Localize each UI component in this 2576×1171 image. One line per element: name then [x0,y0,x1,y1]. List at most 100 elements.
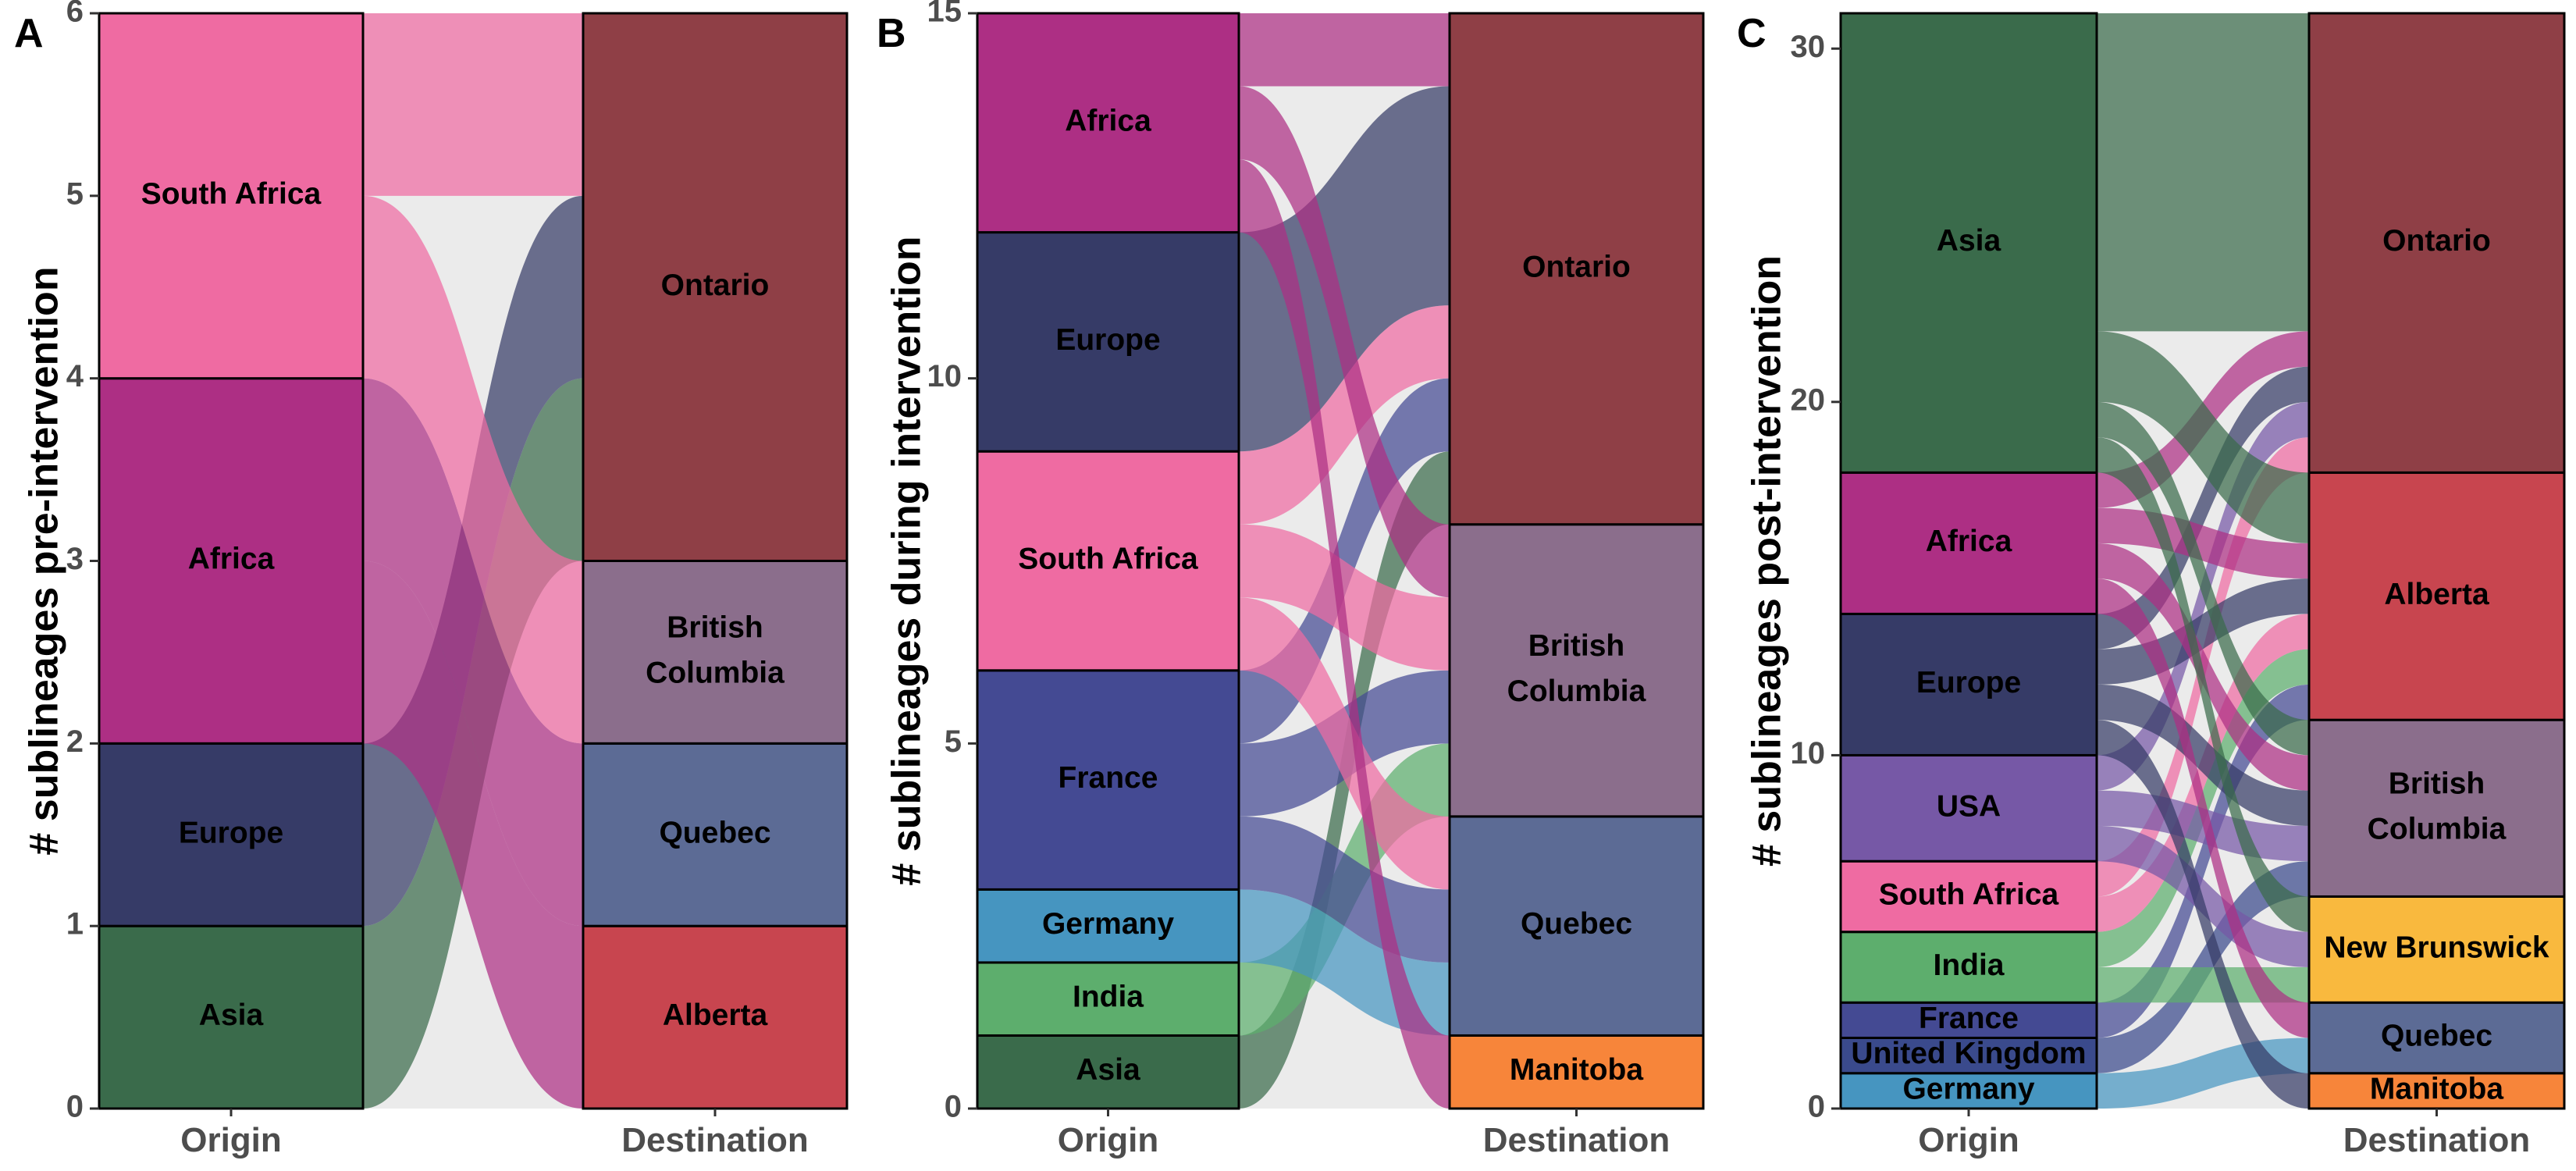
chart-b-destination-stratum-ontario [1448,12,1705,526]
chart-c-origin-label-india: India [1933,949,2004,982]
chart-c-xtick-label-origin: Origin [1918,1121,2019,1159]
chart-a-ytick-label-2: 2 [66,724,84,759]
chart-a-destination-stratum-british-columbia [582,560,849,745]
chart-a-xtick-label-destination: Destination [621,1121,809,1159]
chart-b-origin-stratum-africa [976,12,1240,234]
chart-c-flow-france-to-alberta-2 [2097,684,2309,1038]
chart-b-flow-france-to-quebec-3 [1239,816,1450,963]
chart-c-flow-asia-to-ontario-21 [2097,13,2309,332]
chart-b-origin-label-france: France [1059,761,1158,795]
chart-b-flow-africa-to-manitoba-10 [1239,159,1450,1109]
chart-a-origin-stratum-south-africa [98,12,365,380]
chart-c-origin-stratum-asia [1839,12,2098,474]
chart-b-origin-label-south-africa: South Africa [1018,543,1198,576]
chart-c-ytick-label-30: 30 [1791,30,1826,64]
chart-a-ytick-label-0: 0 [66,1090,84,1124]
chart-b-destination-label-british-columbia: British Columbia [1507,629,1646,708]
chart-a-panel-letter: A [14,11,44,56]
chart-c-flow-asia-to-alberta-20 [2097,331,2309,543]
chart-c-flow-europe-to-ontario-13 [2097,366,2309,650]
chart-c-origin-label-south-africa: South Africa [1879,878,2059,912]
chart-b-origin-label-india: India [1073,981,1144,1014]
chart-c-ylabel: # sublineages post-intervention [1745,255,1790,867]
chart-c-flow-africa-to-quebec-14 [2097,578,2309,1038]
chart-b-destination-label-quebec: Quebec [1521,907,1632,941]
chart-a-origin-stratum-europe [98,742,365,927]
chart-c-origin-stratum-europe [1839,612,2098,756]
chart-b-flow-south-africa-to-quebec-6 [1239,597,1450,890]
chart-c-origin-label-france: France [1919,1002,2019,1035]
chart-b-destination-label-manitoba: Manitoba [1510,1054,1643,1087]
chart-c-panel-letter: C [1737,11,1767,56]
chart-c-destination-label-quebec: Quebec [2381,1020,2492,1053]
chart-a-ytick-label-1: 1 [66,907,84,941]
chart-b-origin-label-germany: Germany [1042,907,1174,941]
chart-b-ytick-label-0: 0 [945,1090,962,1124]
chart-c-origin-stratum-south-africa [1839,860,2098,934]
chart-c-destination-label-new-brunswick: New Brunswick [2324,931,2549,965]
chart-b-ytick-label-5: 5 [945,724,962,759]
chart-a-flow-africa-to-quebec-3 [363,378,583,927]
chart-a-panel: Asia Europe Africa South Africa Alberta Quebe… [14,0,849,1159]
chart-c-ytick-label-10: 10 [1791,736,1826,771]
chart-b-origin-label-africa: Africa [1065,105,1151,138]
chart-a-ytick-label-3: 3 [66,542,84,576]
chart-a-ytick-label-4: 4 [66,359,84,393]
chart-a-flow-south-africa-to-ontario-5 [363,13,583,196]
chart-b-destination-stratum-quebec [1448,815,1705,1037]
chart-a-ylabel: # sublineages pre-intervention [22,266,67,855]
chart-b-flow-south-africa-to-ontario-8 [1239,305,1450,525]
chart-c-destination-label-ontario: Ontario [2382,224,2491,258]
chart-c-origin-label-asia: Asia [1937,224,2001,258]
chart-a-origin-label-africa: Africa [188,543,275,576]
chart-c-origin-stratum-france [1839,1001,2098,1039]
chart-a-ytick-label-6: 6 [66,0,84,29]
chart-c-origin-label-germany: Germany [1902,1073,2034,1106]
chart-c-flow-africa-to-british-columbia-15 [2097,543,2309,791]
chart-b-panel-letter: B [877,11,906,56]
chart-b-origin-stratum-europe [976,231,1240,453]
chart-b-origin-stratum-germany [976,888,1240,964]
chart-c-destination-label-manitoba: Manitoba [2370,1073,2503,1106]
chart-a-origin-stratum-asia [98,924,365,1110]
chart-b-panel: Asia India Germany France South Africa Europe… [877,0,1705,1159]
chart-a-flow-south-africa-to-british-columbia-4 [363,195,583,744]
chart-a-destination-label-ontario: Ontario [661,269,770,302]
chart-b-origin-label-europe: Europe [1055,323,1160,357]
chart-b-xtick-label-origin: Origin [1058,1121,1159,1159]
chart-c-flow-asia-to-new-brunswick-18 [2097,437,2309,932]
chart-c-xtick-label-destination: Destination [2343,1121,2531,1159]
chart-c-ytick-label-20: 20 [1791,383,1826,417]
chart-a-origin-label-south-africa: South Africa [141,177,322,211]
chart-c-origin-stratum-africa [1839,471,2098,615]
chart-c-destination-stratum-alberta [2307,471,2566,721]
chart-b-flow-europe-to-ontario-9 [1239,86,1450,452]
chart-a-destination-label-alberta: Alberta [663,998,768,1032]
chart-c-destination-stratum-british-columbia [2307,718,2566,898]
chart-a-destination-stratum-alberta [582,924,849,1110]
chart-a-origin-label-europe: Europe [179,817,283,850]
chart-b-flow-africa-to-british-columbia-11 [1239,86,1450,598]
chart-a-destination-label-quebec: Quebec [659,817,770,850]
chart-b-ylabel: # sublineages during intervention [884,236,930,885]
chart-a-destination-label-british-columbia: British Columbia [646,611,785,690]
chart-c-flow-africa-to-alberta-16 [2097,507,2309,579]
chart-c-flow-usa-to-british-columbia-8 [2097,790,2309,862]
chart-c-destination-stratum-ontario [2307,12,2566,474]
chart-a-xtick-label-origin: Origin [180,1121,282,1159]
chart-c-destination-label-alberta: Alberta [2384,578,2489,611]
chart-b-origin-stratum-france [976,669,1240,891]
chart-b-destination-label-ontario: Ontario [1522,251,1631,284]
chart-a-flow-africa-to-alberta-2 [363,561,583,1109]
chart-c-origin-label-united-kingdom: United Kingdom [1851,1037,2086,1070]
chart-c-destination-label-british-columbia: British Columbia [2368,767,2507,846]
chart-a-origin-stratum-africa [98,377,365,745]
chart-c-destination-stratum-quebec [2307,1001,2566,1075]
chart-b-flow-africa-to-ontario-12 [1239,13,1450,87]
chart-b-destination-stratum-british-columbia [1448,523,1705,818]
chart-c-destination-stratum-new-brunswick [2307,895,2566,1004]
chart-c-origin-label-usa: USA [1937,790,2001,824]
chart-c-ytick-label-0: 0 [1808,1090,1825,1124]
